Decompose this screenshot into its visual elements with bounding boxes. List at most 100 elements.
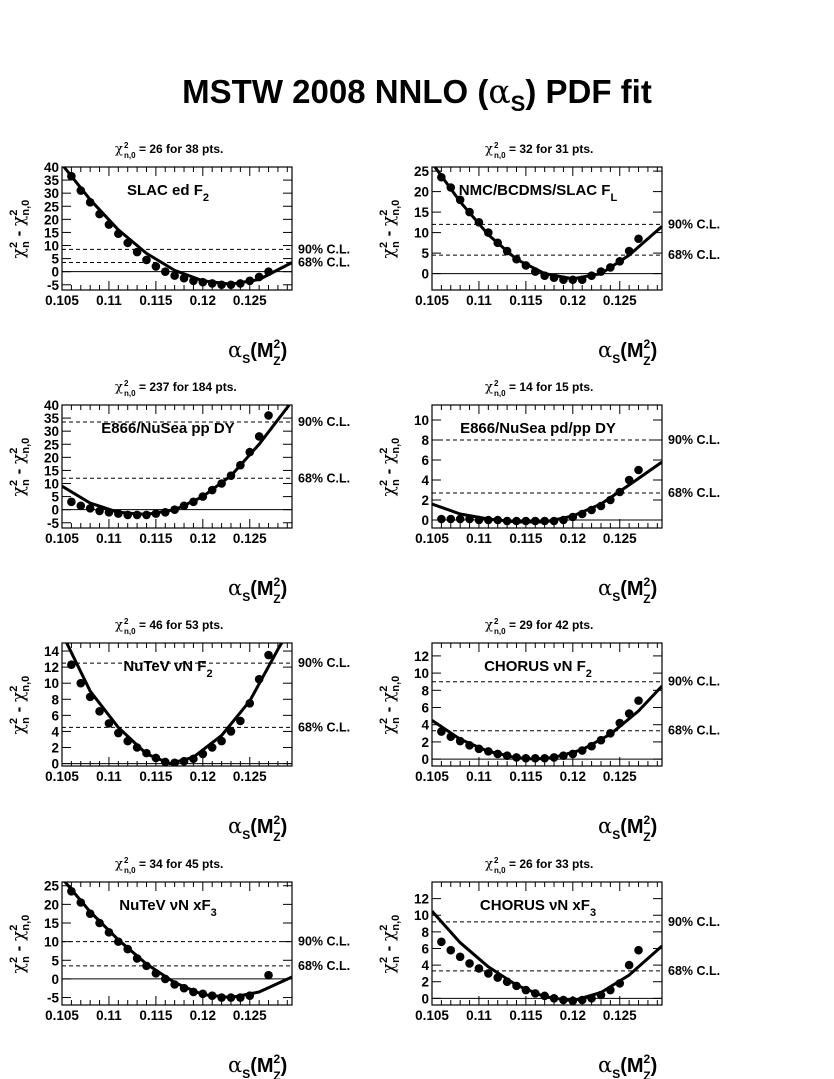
data-point	[530, 516, 540, 526]
data-point	[104, 220, 114, 229]
chart-panel: 90% C.L. 68% C.L. 0.105 0.11 0.115 0.12 0.125 0…	[8, 617, 350, 844]
data-point	[95, 209, 104, 219]
x-tick-label: 0.12	[560, 293, 586, 308]
plot-frame	[61, 881, 293, 1006]
y-tick-label: 0	[421, 513, 429, 528]
y-tick-label: 2	[51, 741, 59, 756]
data-point	[95, 506, 104, 516]
data-point	[114, 509, 123, 518]
data-point	[104, 507, 114, 517]
fit-curve	[433, 167, 662, 281]
cl90-label: 90% C.L.	[668, 217, 720, 231]
data-point	[587, 271, 596, 280]
header-text: = 14 for 15 pts.	[509, 380, 593, 394]
header-sub: n,0	[494, 866, 506, 875]
chart-panel: 90% C.L. 68% C.L. 0.105 0.11 0.115 0.12 0.125 0…	[378, 141, 720, 368]
data-point	[455, 952, 465, 962]
cl90-label: 90% C.L.	[298, 935, 350, 949]
x-axis-label: αS(M2 Z)	[228, 575, 287, 606]
data-point	[104, 719, 114, 728]
header-sup: 2	[494, 141, 499, 150]
data-point	[615, 487, 625, 497]
cl90-label: 90% C.L.	[298, 656, 350, 670]
y-tick-label: 0	[51, 265, 59, 280]
data-point	[634, 465, 643, 475]
y-axis-label: χ2n - χ2n,0	[8, 438, 32, 497]
x-tick-label: 0.125	[603, 293, 637, 308]
x-tick-label: 0.105	[45, 1008, 79, 1023]
y-tick-label: 20	[44, 897, 59, 912]
y-axis-label: χ2n - χ2n,0	[8, 915, 32, 974]
x-tick-label: 0.125	[233, 1008, 267, 1023]
data-point	[160, 267, 170, 276]
data-point	[207, 991, 217, 1000]
header-sub: n,0	[494, 627, 506, 636]
data-point	[624, 960, 634, 970]
header-sub: n,0	[124, 389, 136, 398]
y-tick-label: 2	[421, 735, 429, 750]
y-tick-label: 30	[44, 424, 59, 439]
x-tick-label: 0.125	[233, 531, 267, 546]
y-tick-label: 8	[421, 433, 429, 448]
panel-header: χ	[115, 380, 123, 395]
x-axis-label: αS(M2 Z)	[598, 1052, 657, 1079]
data-point	[446, 732, 456, 742]
data-point	[634, 945, 643, 955]
data-point	[236, 279, 245, 288]
y-axis-label: χ2n - χ2n,0	[8, 676, 32, 735]
cl68-label: 68% C.L.	[298, 471, 350, 485]
header-sup: 2	[494, 856, 499, 865]
y-tick-label: 35	[44, 173, 60, 188]
chart-panel: 90% C.L. 68% C.L. 0.105 0.11 0.115 0.12 0.125 0…	[378, 856, 720, 1079]
y-tick-label: 25	[44, 437, 60, 452]
y-tick-label: 30	[44, 186, 59, 201]
x-tick-label: 0.11	[96, 293, 122, 308]
data-point	[123, 510, 133, 520]
x-tick-label: 0.125	[603, 769, 637, 784]
data-point	[76, 186, 86, 195]
header-sup: 2	[124, 856, 129, 865]
y-tick-label: 5	[51, 252, 59, 267]
data-point	[151, 262, 161, 271]
y-tick-label: 12	[414, 649, 429, 664]
x-tick-label: 0.11	[466, 293, 492, 308]
data-point	[114, 728, 123, 738]
y-tick-label: 5	[51, 953, 59, 968]
x-axis-label: αS(M2 Z)	[598, 575, 657, 606]
y-axis-label: χ2n - χ2n,0	[378, 200, 402, 259]
y-tick-label: 0	[421, 991, 429, 1006]
panel-label: SLAC ed F2	[127, 182, 209, 204]
data-point	[207, 279, 217, 288]
data-point	[207, 743, 217, 752]
data-point	[245, 698, 255, 708]
data-point	[123, 238, 133, 248]
data-point	[151, 509, 161, 518]
cl68-label: 68% C.L.	[668, 248, 720, 262]
data-point	[446, 945, 456, 955]
plot-frame	[431, 881, 663, 1006]
data-point	[606, 729, 615, 738]
data-point	[502, 751, 512, 760]
title-alpha: α	[488, 72, 511, 111]
y-tick-label: 15	[414, 205, 430, 220]
plot-frame	[61, 404, 293, 529]
y-tick-label: 2	[421, 975, 429, 990]
data-point	[455, 195, 465, 205]
fit-curve	[432, 910, 662, 1003]
chart-panel: 90% C.L. 68% C.L. 0.105 0.11 0.115 0.12 0.125 -…	[8, 379, 350, 606]
x-tick-label: 0.115	[139, 531, 173, 546]
y-tick-label: -5	[47, 991, 59, 1006]
data-point	[170, 505, 179, 514]
data-point	[132, 954, 142, 963]
x-tick-label: 0.11	[96, 1008, 122, 1023]
data-point	[76, 898, 86, 907]
data-point	[540, 516, 549, 526]
header-sup: 2	[124, 617, 129, 626]
header-text: = 29 for 42 pts.	[509, 618, 593, 632]
panel-label: CHORUS νN xF3	[480, 897, 596, 919]
data-point	[493, 238, 503, 248]
x-tick-label: 0.11	[96, 769, 122, 784]
data-point	[142, 510, 151, 520]
cl68-label: 68% C.L.	[298, 256, 350, 270]
cl68-label: 68% C.L.	[668, 724, 720, 738]
